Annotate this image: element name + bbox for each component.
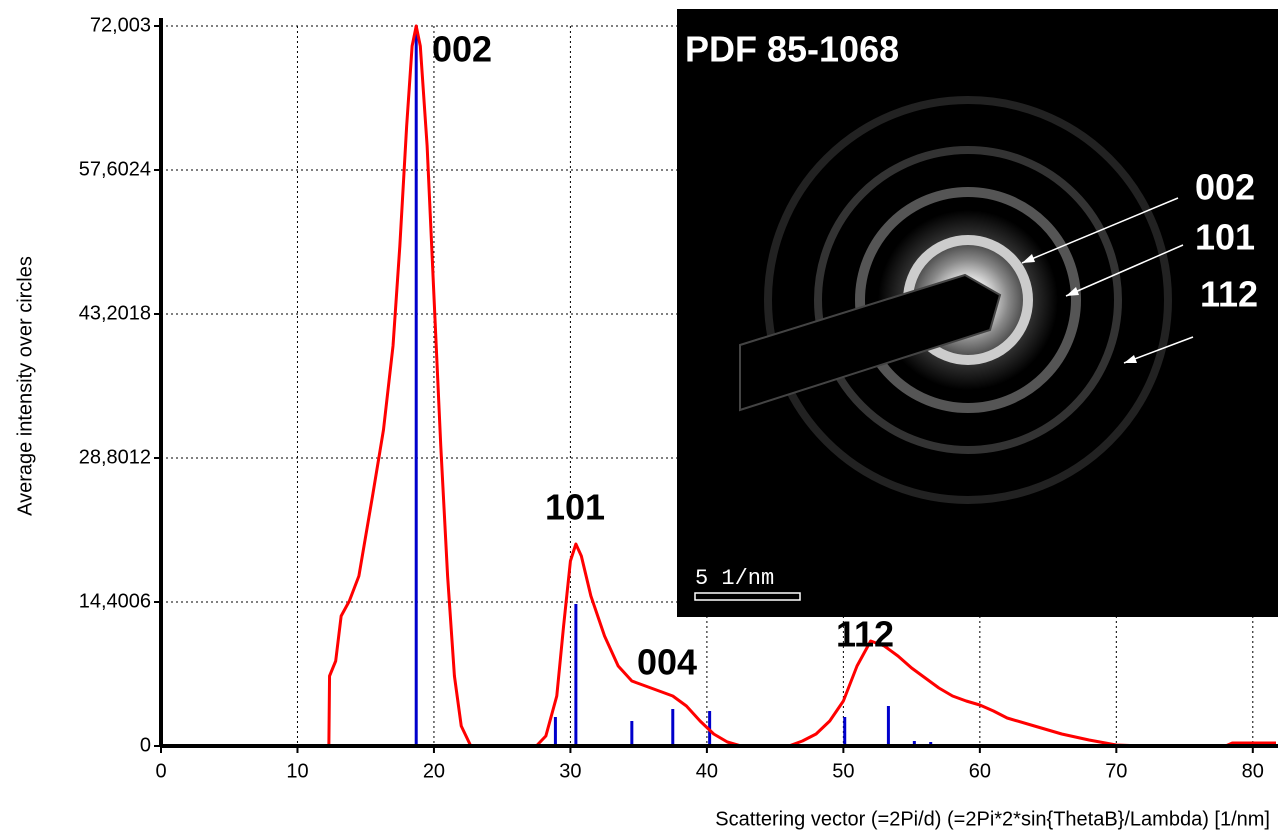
x-tick-label: 10 — [286, 760, 308, 782]
ring — [764, 96, 1172, 504]
scale-bar-label: 5 1/nm — [695, 566, 774, 591]
x-tick-label: 30 — [559, 760, 581, 782]
arrow — [1123, 336, 1194, 364]
arrow-head — [1066, 287, 1079, 296]
intensity-curve — [327, 24, 1276, 748]
x-tick-label: 50 — [832, 760, 854, 782]
axes: 0 14,4006 28,8012 43,2018 57,6024 72,003 0 10 20… — [79, 14, 1278, 782]
ring — [814, 146, 1122, 454]
y-tick-label: 43,2018 — [79, 302, 151, 324]
inset-image: PDF 85-1068 002 101 112 5 1/nm — [677, 9, 1278, 617]
beam-stop — [739, 273, 1002, 412]
peak-label: 112 — [836, 614, 894, 655]
y-tick-label: 28,8012 — [79, 446, 151, 468]
peak-label: 101 — [545, 487, 605, 528]
y-axis-label: Average intensity over circles — [14, 256, 36, 516]
y-tick-label: 0 — [140, 734, 151, 756]
y-tick-label: 72,003 — [90, 14, 151, 36]
arrow — [1065, 244, 1184, 297]
arrow-head — [1022, 254, 1035, 263]
x-tick-label: 20 — [423, 760, 445, 782]
x-axis-label: Scattering vector (=2Pi/d) (=2Pi*2*sin{T… — [715, 808, 1270, 830]
ring-label: 112 — [1200, 274, 1258, 315]
x-tick-label: 0 — [155, 760, 166, 782]
peak-label: 002 — [432, 29, 492, 70]
inset-title: PDF 85-1068 — [685, 29, 899, 70]
arrow-head — [1124, 355, 1137, 363]
x-tick-label: 40 — [696, 760, 718, 782]
y-tick-label: 57,6024 — [79, 158, 151, 180]
x-tick-label: 80 — [1242, 760, 1264, 782]
peak-label: 004 — [637, 642, 697, 683]
ring — [855, 187, 1081, 413]
arrow — [1021, 197, 1179, 264]
y-tick-label: 14,4006 — [79, 590, 151, 612]
scale-bar — [694, 592, 801, 601]
x-tick-label: 60 — [969, 760, 991, 782]
x-tick-label: 70 — [1105, 760, 1127, 782]
ring-label: 101 — [1195, 217, 1255, 258]
ring-label: 002 — [1195, 167, 1255, 208]
plot: 002 101 004 112 — [327, 24, 1276, 748]
